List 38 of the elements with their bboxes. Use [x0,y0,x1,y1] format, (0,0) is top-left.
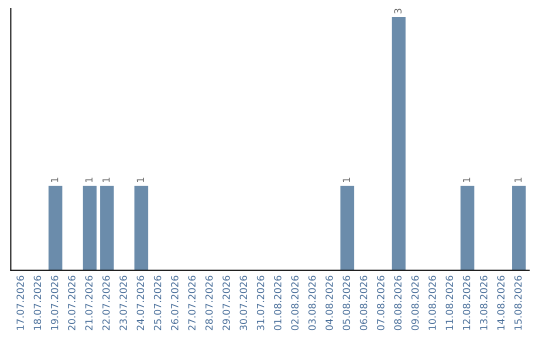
x-tick-label: 20.07.2026 [68,276,76,330]
data-label: 1 [463,178,470,182]
data-label: 1 [85,178,92,182]
x-tick-label: 04.08.2026 [326,276,333,330]
x-tick-label: 31.07.2026 [256,276,264,330]
data-label: 1 [514,178,522,182]
x-tick-label: 01.08.2026 [274,276,282,330]
x-tick-label: 17.07.2026 [16,276,24,330]
x-tick-label: 22.07.2026 [102,276,110,330]
data-label: 1 [102,178,110,182]
x-tick-label: 13.08.2026 [480,276,488,330]
x-tick-label: 23.07.2026 [120,276,127,330]
data-label: 1 [342,178,350,182]
x-tick-label: 07.08.2026 [377,276,384,330]
x-tick-label: 03.08.2026 [308,276,316,330]
x-tick-label: 12.08.2026 [462,276,470,330]
data-label: 1 [51,178,58,182]
data-label: 1 [136,178,144,182]
data-label: 3 [394,8,402,14]
x-tick-label: 15.08.2026 [514,276,522,330]
x-tick-label: 06.08.2026 [360,276,368,330]
x-tick-label: 19.07.2026 [50,276,58,330]
x-tick-label: 29.07.2026 [222,276,230,330]
x-tick-label: 11.08.2026 [446,276,454,330]
x-tick-label: 27.07.2026 [188,276,196,330]
x-tick-label: 18.07.2026 [34,276,42,330]
x-tick-label: 21.07.2026 [85,276,93,330]
x-tick-label: 05.08.2026 [342,276,350,330]
x-tick-label: 09.08.2026 [411,276,419,330]
x-tick-label: 28.07.2026 [205,276,213,330]
x-tick-label: 02.08.2026 [291,276,299,330]
x-tick-label: 10.08.2026 [428,276,436,330]
x-tick-label: 30.07.2026 [240,276,248,330]
x-tick-label: 26.07.2026 [171,276,178,330]
x-tick-label: 08.08.2026 [394,276,402,330]
x-tick-label: 24.07.2026 [136,276,144,330]
x-tick-label: 25.07.2026 [154,276,162,330]
x-tick-label: 14.08.2026 [497,276,505,330]
